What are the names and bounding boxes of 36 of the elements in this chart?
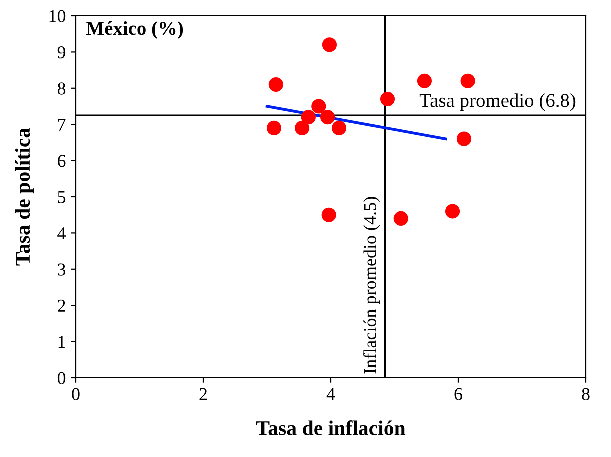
point — [445, 204, 460, 219]
x-tick-label: 2 — [200, 388, 208, 400]
point — [295, 120, 310, 136]
point — [456, 132, 472, 146]
point — [394, 211, 408, 226]
y-tick-label: 10 — [50, 10, 66, 22]
point — [268, 77, 284, 92]
point — [380, 92, 396, 107]
point — [320, 110, 336, 125]
ref-line-label: Tasa promedio (6.8) — [420, 94, 576, 112]
point — [266, 120, 282, 136]
y-tick-label: 6 — [58, 155, 66, 168]
point — [417, 74, 432, 88]
point — [322, 208, 336, 222]
y-tick-label: 0 — [58, 372, 66, 384]
y-tick-label: 5 — [58, 191, 66, 204]
y-tick-label: 8 — [58, 82, 66, 95]
x-tick-label: 6 — [454, 388, 462, 400]
y-tick-label: 2 — [58, 300, 66, 312]
point — [301, 110, 316, 125]
point — [322, 38, 338, 52]
point — [332, 120, 347, 136]
y-tick-label: 4 — [58, 228, 66, 240]
y-tick-label: 7 — [58, 119, 66, 131]
x-tick-label: 0 — [72, 388, 80, 400]
y-axis-title: Tasa de política — [15, 128, 34, 266]
annotation: México (%) — [86, 21, 184, 40]
point — [460, 74, 476, 88]
ref-line-label: Inflación promedio (4.5) — [364, 197, 380, 374]
x-tick-label: 4 — [326, 388, 336, 400]
y-tick-label: 9 — [58, 46, 66, 59]
x-axis-title: Tasa de inflación — [256, 420, 406, 436]
x-tick-label: 8 — [582, 388, 590, 400]
y-tick-label: 3 — [58, 264, 66, 276]
y-tick-label: 1 — [58, 336, 66, 348]
point — [312, 99, 326, 114]
